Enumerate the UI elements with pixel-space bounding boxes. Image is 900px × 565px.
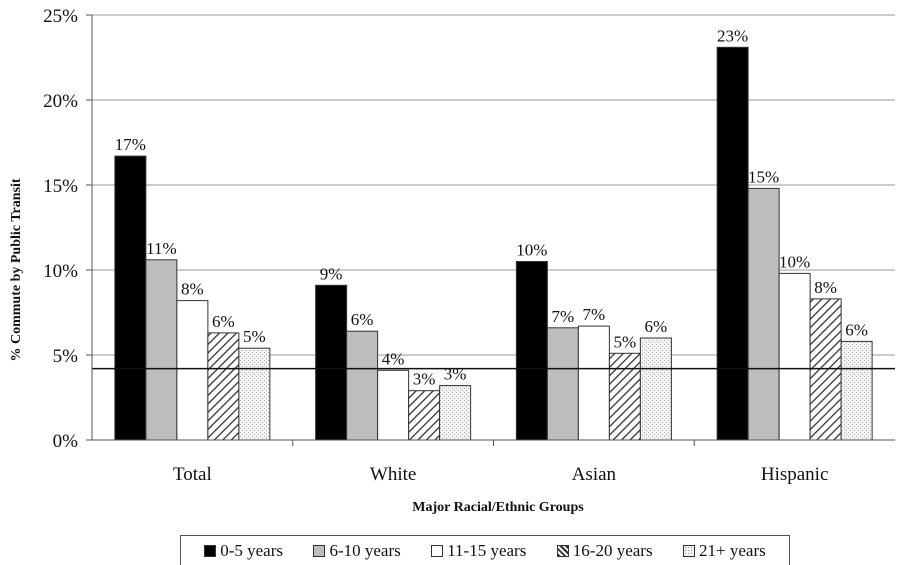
y-tick-label: 5% [53, 346, 79, 367]
x-tick-label: Total [173, 464, 212, 485]
bar-11-15-years [176, 300, 209, 441]
legend-label: 21+ years [699, 540, 766, 560]
data-label: 15% [748, 167, 779, 186]
data-label: 9% [320, 264, 343, 283]
bar-16-20-years [608, 352, 641, 441]
data-label: 10% [516, 241, 547, 260]
bar-0-5-years [315, 284, 348, 441]
data-labels: 17% 11% 8% 6% 5% 9% 6% 4% 3% 3% 10% 7% 7% 5% 6% 23% 15% 1… [92, 26, 895, 389]
bar-21-years [639, 337, 672, 441]
bar-16-20-years [408, 390, 441, 441]
legend-label: 16-20 years [572, 540, 653, 560]
bars [114, 46, 873, 441]
data-label: 11% [146, 239, 177, 258]
data-label: 8% [181, 280, 204, 299]
axes: 0% 5% 10% 15% 20% 25% Total White Asian Hispanic [43, 6, 895, 485]
y-axis-title: % Commute by Public Transit [9, 178, 24, 361]
data-label: 23% [717, 26, 748, 45]
legend-swatch [204, 544, 217, 557]
x-tick-label: Asian [572, 464, 617, 485]
data-label: 17% [115, 135, 146, 154]
data-label: 5% [614, 332, 637, 351]
legend-swatch [683, 544, 696, 557]
y-tick-label: 20% [43, 91, 78, 112]
data-label: 3% [413, 370, 436, 389]
legend-label: 6-10 years [329, 540, 401, 560]
y-tick-label: 15% [43, 176, 78, 197]
legend: 0-5 years 6-10 years 11-15 years 16-20 year… [180, 535, 790, 565]
legend-label: 11-15 years [447, 540, 527, 560]
legend-label: 0-5 years [220, 540, 283, 560]
legend-item: 0-5 years [204, 541, 283, 561]
bar-0-5-years [515, 261, 548, 441]
legend-item: 6-10 years [313, 540, 401, 561]
bar-16-20-years [207, 332, 240, 441]
bar-11-15-years [778, 272, 811, 441]
bar-6-10-years [747, 187, 780, 441]
legend-swatch [431, 544, 444, 557]
x-tick-label: Hispanic [761, 464, 829, 485]
x-axis-title: Major Racial/Ethnic Groups [412, 500, 584, 515]
legend-item: 21+ years [683, 541, 766, 561]
data-label: 6% [645, 317, 668, 336]
y-tick-label: 10% [43, 261, 78, 282]
legend-item: 11-15 years [431, 541, 526, 561]
data-label: 5% [243, 327, 266, 346]
y-tick-label: 25% [43, 6, 78, 27]
data-label: 6% [845, 320, 868, 339]
legend-swatch [556, 544, 569, 557]
bar-21-years [840, 340, 873, 441]
bar-21-years [238, 347, 271, 441]
x-tick-label: White [370, 464, 416, 485]
data-label: 3% [444, 365, 467, 384]
bar-6-10-years [546, 327, 579, 441]
bar-21-years [439, 385, 472, 441]
bar-11-15-years [577, 325, 610, 441]
bar-0-5-years [716, 46, 749, 441]
data-label: 7% [583, 305, 606, 324]
y-tick-label: 0% [53, 431, 79, 452]
data-label: 4% [382, 349, 405, 368]
bar-16-20-years [809, 298, 842, 441]
legend-swatch [313, 544, 326, 557]
bar-6-10-years [145, 259, 178, 441]
data-label: 6% [212, 312, 235, 331]
data-label: 8% [814, 278, 837, 297]
legend-item: 16-20 years [556, 540, 653, 561]
bar-6-10-years [346, 330, 379, 441]
data-label: 6% [351, 310, 374, 329]
data-label: 10% [779, 252, 810, 271]
data-label: 7% [552, 307, 575, 326]
bar-11-15-years [377, 369, 410, 441]
bar-0-5-years [114, 155, 147, 441]
